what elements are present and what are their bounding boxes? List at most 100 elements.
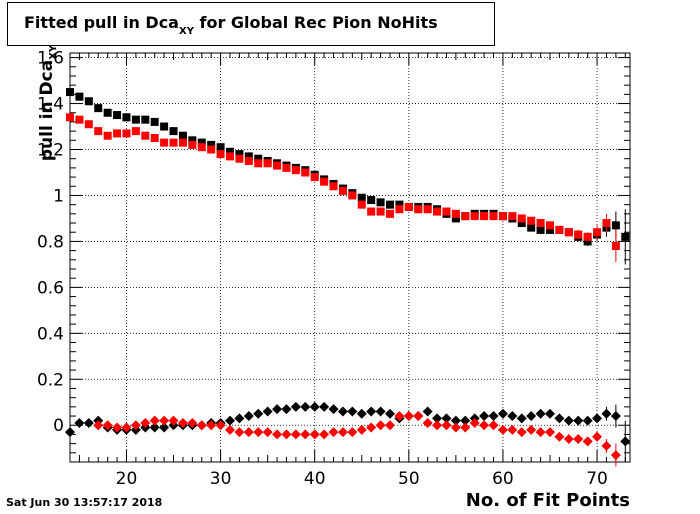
data-point xyxy=(611,221,620,230)
data-point xyxy=(404,202,413,211)
data-point xyxy=(545,427,555,438)
y-tick-label: 1.6 xyxy=(37,49,64,69)
data-point xyxy=(593,228,602,237)
data-point xyxy=(582,415,593,426)
data-point xyxy=(178,131,187,140)
data-point xyxy=(470,212,479,221)
data-point xyxy=(196,420,207,431)
data-point xyxy=(244,152,253,161)
data-point xyxy=(263,159,272,168)
data-point xyxy=(168,415,179,426)
data-point xyxy=(516,413,527,424)
data-point xyxy=(414,205,423,214)
data-point xyxy=(94,104,103,113)
x-axis-label: No. of Fit Points xyxy=(465,490,630,511)
data-point xyxy=(281,429,292,440)
data-point xyxy=(243,411,254,422)
data-point xyxy=(197,138,206,147)
data-point xyxy=(243,427,254,438)
data-point xyxy=(188,140,197,149)
data-point xyxy=(592,413,603,424)
series-0 xyxy=(66,88,630,265)
data-point xyxy=(583,232,592,241)
y-tick-label: 1 xyxy=(53,186,64,206)
data-point xyxy=(94,127,103,136)
data-point xyxy=(262,406,273,417)
data-point xyxy=(216,143,225,152)
data-point xyxy=(526,411,537,422)
data-point xyxy=(281,404,292,415)
data-point xyxy=(234,413,245,424)
data-point xyxy=(328,427,339,438)
data-point xyxy=(150,117,159,126)
data-point xyxy=(546,221,554,230)
data-point xyxy=(235,150,244,159)
data-point xyxy=(319,401,330,412)
data-point xyxy=(536,225,545,234)
data-point xyxy=(83,417,94,428)
data-point xyxy=(451,209,460,218)
y-axis-label-sub: XY xyxy=(48,44,59,60)
data-point xyxy=(375,406,386,417)
y-tick-label: 1.2 xyxy=(37,141,64,161)
data-point xyxy=(188,136,197,145)
data-point xyxy=(291,166,300,175)
data-point xyxy=(442,207,451,216)
data-point xyxy=(66,88,74,97)
data-point xyxy=(357,193,366,202)
data-point xyxy=(75,92,84,101)
data-point xyxy=(536,219,545,228)
data-point xyxy=(450,422,461,433)
data-point xyxy=(253,427,264,438)
data-point xyxy=(413,411,424,422)
y-tick-label: 0.4 xyxy=(37,324,64,344)
data-point xyxy=(498,212,507,221)
data-point xyxy=(93,420,104,431)
data-point xyxy=(611,242,620,251)
data-point xyxy=(386,209,394,218)
timestamp: Sat Jun 30 13:57:17 2018 xyxy=(6,496,163,509)
y-tick-label: 0.2 xyxy=(37,370,64,390)
data-point xyxy=(554,431,565,442)
y-tick-label: 0 xyxy=(53,416,64,436)
data-point xyxy=(620,436,631,447)
data-point xyxy=(272,404,283,415)
data-point xyxy=(489,212,498,221)
data-point xyxy=(244,156,253,165)
data-point xyxy=(301,168,310,177)
x-tick-label: 30 xyxy=(210,469,232,489)
data-point xyxy=(310,173,319,182)
chart-title: Fitted pull in DcaXY for Global Rec Pion… xyxy=(24,13,438,37)
data-point xyxy=(367,207,376,216)
data-point xyxy=(386,200,394,209)
data-point xyxy=(160,138,169,147)
data-point xyxy=(149,422,160,433)
data-point xyxy=(149,415,160,426)
data-point xyxy=(554,413,565,424)
data-point xyxy=(441,413,452,424)
data-point xyxy=(290,401,301,412)
data-point xyxy=(300,401,311,412)
data-point xyxy=(395,205,404,214)
data-point xyxy=(461,212,470,221)
data-point xyxy=(235,154,244,163)
y-axis-label: pull in DcaXY xyxy=(37,33,59,173)
data-point xyxy=(254,154,263,163)
data-point xyxy=(141,115,150,124)
data-point xyxy=(563,434,574,445)
x-tick-label: 40 xyxy=(304,469,326,489)
data-point xyxy=(272,429,283,440)
data-point xyxy=(74,417,85,428)
data-point xyxy=(574,230,583,239)
data-point xyxy=(601,408,612,419)
data-point xyxy=(621,232,630,241)
data-point xyxy=(366,406,377,417)
data-point xyxy=(187,417,198,428)
data-point xyxy=(338,186,347,195)
data-point xyxy=(319,429,330,440)
tick-labels: 20 30 40 50 60 70 0 0.2 0.4 0.6 0.8 1 1.2 1.4 1.6 xyxy=(37,49,608,489)
data-point xyxy=(385,408,395,419)
data-point xyxy=(150,134,159,143)
data-point xyxy=(320,177,329,186)
data-point xyxy=(113,129,122,138)
